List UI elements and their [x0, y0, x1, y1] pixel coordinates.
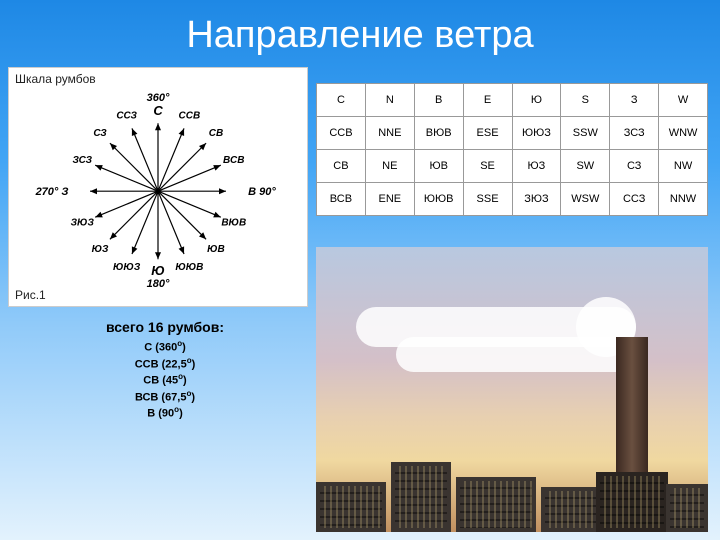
table-row: ССВNNEВЮВESEЮЮЗSSWЗСЗWNW [317, 117, 708, 150]
svg-text:ЮЗ: ЮЗ [92, 244, 109, 255]
svg-text:180°: 180° [147, 278, 170, 290]
table-cell: З [610, 84, 659, 117]
summary-line: ССВ (22,5о) [30, 356, 300, 373]
building [391, 462, 451, 532]
table-cell: ENE [365, 183, 414, 216]
summary-lines: С (360о)ССВ (22,5о)СВ (45о)ВСВ (67,5о)В … [30, 339, 300, 422]
compass-rose: ССВСВВСВВЮВЮВЮЮВЮЮЗЮЗЗЮЗЗСЗСЗССЗ360°СЮ18… [18, 86, 298, 296]
table-cell: WSW [561, 183, 610, 216]
summary-line: В (90о) [30, 405, 300, 422]
summary-line: С (360о) [30, 339, 300, 356]
svg-text:СЗ: СЗ [93, 128, 107, 139]
page-title: Направление ветра [0, 0, 720, 67]
building [316, 482, 386, 532]
table-row: ВСВENEЮЮВSSEЗЮЗWSWССЗNNW [317, 183, 708, 216]
table-cell: NW [659, 150, 708, 183]
table-cell: NNE [365, 117, 414, 150]
table-cell: ЮЮЗ [512, 117, 561, 150]
table-cell: E [463, 84, 512, 117]
summary-heading: всего 16 румбов: [30, 319, 300, 335]
table-cell: NE [365, 150, 414, 183]
table-cell: СЗ [610, 150, 659, 183]
table-cell: SSE [463, 183, 512, 216]
svg-text:270° З: 270° З [35, 186, 69, 198]
table-cell: ВСВ [317, 183, 366, 216]
table-cell: ЮВ [414, 150, 463, 183]
table-cell: S [561, 84, 610, 117]
photo-smokestack [316, 247, 708, 532]
table-cell: SSW [561, 117, 610, 150]
table-row: СВNEЮВSEЮЗSWСЗNW [317, 150, 708, 183]
svg-text:ССВ: ССВ [179, 110, 201, 121]
table-cell: SW [561, 150, 610, 183]
table-cell: СВ [317, 150, 366, 183]
building [541, 487, 601, 532]
table-cell: W [659, 84, 708, 117]
svg-text:ВЮВ: ВЮВ [221, 218, 246, 229]
svg-text:ССЗ: ССЗ [116, 110, 137, 121]
svg-text:Ю: Ю [151, 263, 165, 278]
svg-text:С: С [153, 103, 163, 118]
svg-text:ЗЮЗ: ЗЮЗ [71, 218, 95, 229]
table-cell: ЗЮЗ [512, 183, 561, 216]
table-cell: ССЗ [610, 183, 659, 216]
svg-text:ЮЮВ: ЮЮВ [175, 262, 203, 273]
table-cell: N [365, 84, 414, 117]
building [456, 477, 536, 532]
svg-text:СВ: СВ [209, 128, 223, 139]
compass-panel: Шкала румбов ССВ СВ ВСВ ВЮВ ЮВ ЮЮВ ЮЮЗ ЮЗ ЗЮЗ ЗСЗ… [8, 67, 308, 307]
table-cell: ESE [463, 117, 512, 150]
summary-line: СВ (45о) [30, 372, 300, 389]
table-cell: ЗСЗ [610, 117, 659, 150]
table-cell: ЮЮВ [414, 183, 463, 216]
table-cell: ЮЗ [512, 150, 561, 183]
svg-text:ЗСЗ: ЗСЗ [72, 155, 92, 166]
table-row: СNВEЮSЗW [317, 84, 708, 117]
svg-text:ЮЮЗ: ЮЮЗ [113, 262, 141, 273]
svg-text:ЮВ: ЮВ [207, 244, 225, 255]
summary-block: всего 16 румбов: С (360о)ССВ (22,5о)СВ (… [30, 319, 300, 422]
table-cell: ВЮВ [414, 117, 463, 150]
svg-text:В 90°: В 90° [248, 186, 276, 198]
table-cell: NNW [659, 183, 708, 216]
compass-title: Шкала румбов [15, 72, 301, 86]
table-cell: Ю [512, 84, 561, 117]
table-cell: ССВ [317, 117, 366, 150]
summary-line: ВСВ (67,5о) [30, 389, 300, 406]
svg-text:ВСВ: ВСВ [223, 155, 244, 166]
table-cell: С [317, 84, 366, 117]
building [596, 472, 668, 532]
table-cell: В [414, 84, 463, 117]
building [666, 484, 708, 532]
table-cell: SE [463, 150, 512, 183]
figure-label: Рис.1 [15, 288, 46, 302]
directions-table: СNВEЮSЗWССВNNEВЮВESEЮЮЗSSWЗСЗWNWСВNEЮВSE… [316, 83, 708, 216]
table-cell: WNW [659, 117, 708, 150]
